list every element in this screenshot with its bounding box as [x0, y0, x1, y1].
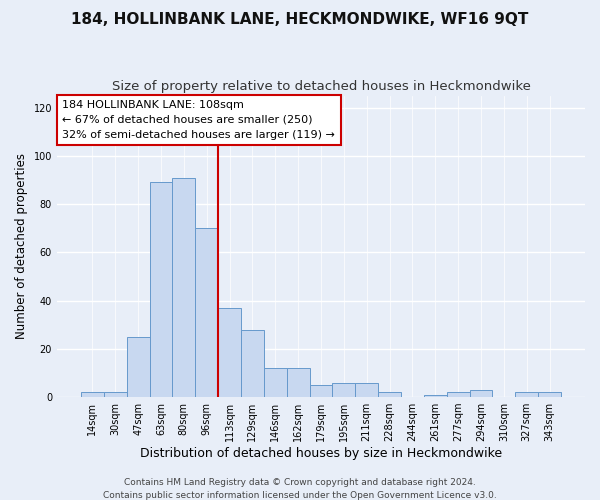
Bar: [172, 178, 195, 397]
X-axis label: Distribution of detached houses by size in Heckmondwike: Distribution of detached houses by size …: [140, 447, 502, 460]
Bar: [310, 385, 332, 397]
Title: Size of property relative to detached houses in Heckmondwike: Size of property relative to detached ho…: [112, 80, 530, 93]
Bar: [332, 382, 355, 397]
Bar: [470, 390, 493, 397]
Bar: [378, 392, 401, 397]
Bar: [127, 337, 149, 397]
Bar: [264, 368, 287, 397]
Text: Contains HM Land Registry data © Crown copyright and database right 2024.
Contai: Contains HM Land Registry data © Crown c…: [103, 478, 497, 500]
Bar: [446, 392, 470, 397]
Bar: [515, 392, 538, 397]
Text: 184, HOLLINBANK LANE, HECKMONDWIKE, WF16 9QT: 184, HOLLINBANK LANE, HECKMONDWIKE, WF16…: [71, 12, 529, 28]
Bar: [355, 382, 378, 397]
Bar: [241, 330, 264, 397]
Bar: [195, 228, 218, 397]
Bar: [218, 308, 241, 397]
Bar: [287, 368, 310, 397]
Text: 184 HOLLINBANK LANE: 108sqm
← 67% of detached houses are smaller (250)
32% of se: 184 HOLLINBANK LANE: 108sqm ← 67% of det…: [62, 100, 335, 140]
Bar: [104, 392, 127, 397]
Bar: [538, 392, 561, 397]
Bar: [424, 394, 446, 397]
Bar: [149, 182, 172, 397]
Y-axis label: Number of detached properties: Number of detached properties: [15, 154, 28, 340]
Bar: [81, 392, 104, 397]
